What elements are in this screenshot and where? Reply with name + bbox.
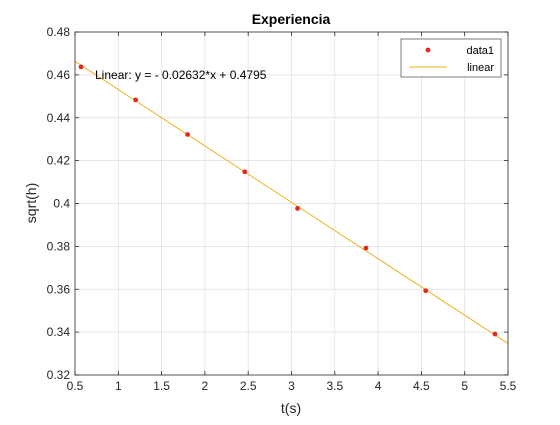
y-tick-label: 0.38	[47, 239, 71, 253]
y-tick-label: 0.44	[47, 111, 71, 125]
x-tick-label: 4	[375, 379, 382, 393]
x-tick-label: 2	[202, 379, 209, 393]
x-axis-label: t(s)	[281, 400, 301, 416]
x-tick-label: 2.5	[240, 379, 257, 393]
data-point-data1	[242, 169, 248, 175]
chart-title: Experiencia	[252, 11, 331, 27]
x-tick-label: 3.5	[326, 379, 343, 393]
y-axis-label: sqrt(h)	[23, 183, 39, 223]
y-tick-labels: 0.32 0.34 0.36 0.38 0.4 0.42 0.44 0.46 0.48	[47, 25, 71, 382]
data-point-data1	[295, 206, 300, 211]
y-tick-label: 0.4	[53, 197, 70, 211]
x-tick-label: 1.5	[153, 379, 170, 393]
y-tick-label: 0.48	[47, 25, 71, 39]
fit-lines	[74, 60, 509, 344]
y-tick-label: 0.36	[47, 282, 71, 296]
x-tick-label: 4.5	[413, 379, 430, 393]
fit-equation-annotation: Linear: y = - 0.02632*x + 0.4795	[95, 68, 267, 82]
x-tick-label: 1	[115, 379, 122, 393]
legend-marker-data1	[425, 47, 431, 53]
ticks	[74, 31, 509, 376]
data-point-data1	[185, 132, 190, 137]
y-tick-label: 0.42	[47, 154, 71, 168]
legend-label-linear: linear	[467, 62, 494, 74]
data-point-data1	[492, 331, 498, 337]
x-tick-label: 0.5	[67, 379, 84, 393]
y-tick-label: 0.46	[47, 68, 71, 82]
x-tick-label: 5.5	[500, 379, 517, 393]
x-tick-label: 3	[288, 379, 295, 393]
legend-box	[400, 38, 502, 78]
data-point-data1	[423, 288, 429, 294]
grid	[75, 32, 508, 375]
legend-label-data1: data1	[466, 45, 494, 57]
x-tick-label: 5	[461, 379, 468, 393]
data-point-data1	[133, 97, 139, 103]
y-tick-label: 0.32	[47, 368, 71, 382]
x-tick-labels: 0.5 1 1.5 2 2.5 3 3.5 4 4.5 5 5.5	[67, 379, 517, 393]
legend[interactable]: data1 linear	[400, 38, 502, 78]
series-line-linear	[74, 60, 509, 344]
y-tick-label: 0.34	[47, 325, 71, 339]
data-point-data1	[78, 64, 84, 70]
data-point-data1	[363, 245, 369, 251]
data-points	[78, 64, 498, 337]
